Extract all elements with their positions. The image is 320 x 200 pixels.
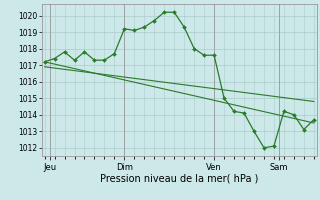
X-axis label: Pression niveau de la mer( hPa ): Pression niveau de la mer( hPa ) (100, 173, 258, 183)
